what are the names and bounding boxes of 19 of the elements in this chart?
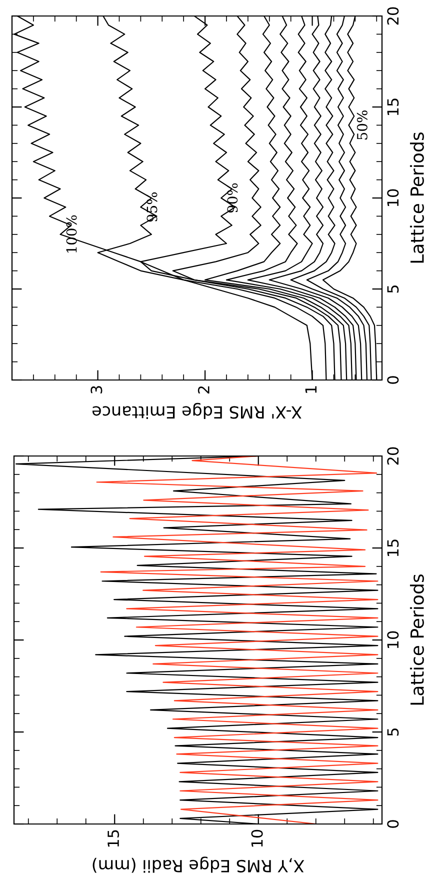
y-tick-label: 10 [387,631,399,648]
y-tick-label: 0 [387,820,399,828]
y-tick-label: 5 [387,728,399,736]
y-tick-label: 0 [387,376,399,384]
x-tick-label: 2 [198,386,210,394]
annotation: 100% [66,215,77,253]
x-tick-label: 3 [90,386,102,394]
x-axis-title: X-X' RMS Edge Emittance [92,402,302,420]
y-tick-label: 15 [387,98,399,116]
y-tick-label: 20 [387,447,399,465]
y-tick-label: 20 [387,7,399,25]
x-axis-title: X,Y RMS Edge Radii (mm) [92,856,304,873]
y-tick-label: 15 [387,540,399,556]
y-tick-label: 10 [387,189,399,206]
y-tick-label: 5 [387,285,399,293]
annotation: 50% [356,110,368,140]
x-tick-label: 1 [305,386,317,393]
y-axis-title: Lattice Periods [410,574,424,705]
y-axis-title: Lattice Periods [410,132,424,263]
